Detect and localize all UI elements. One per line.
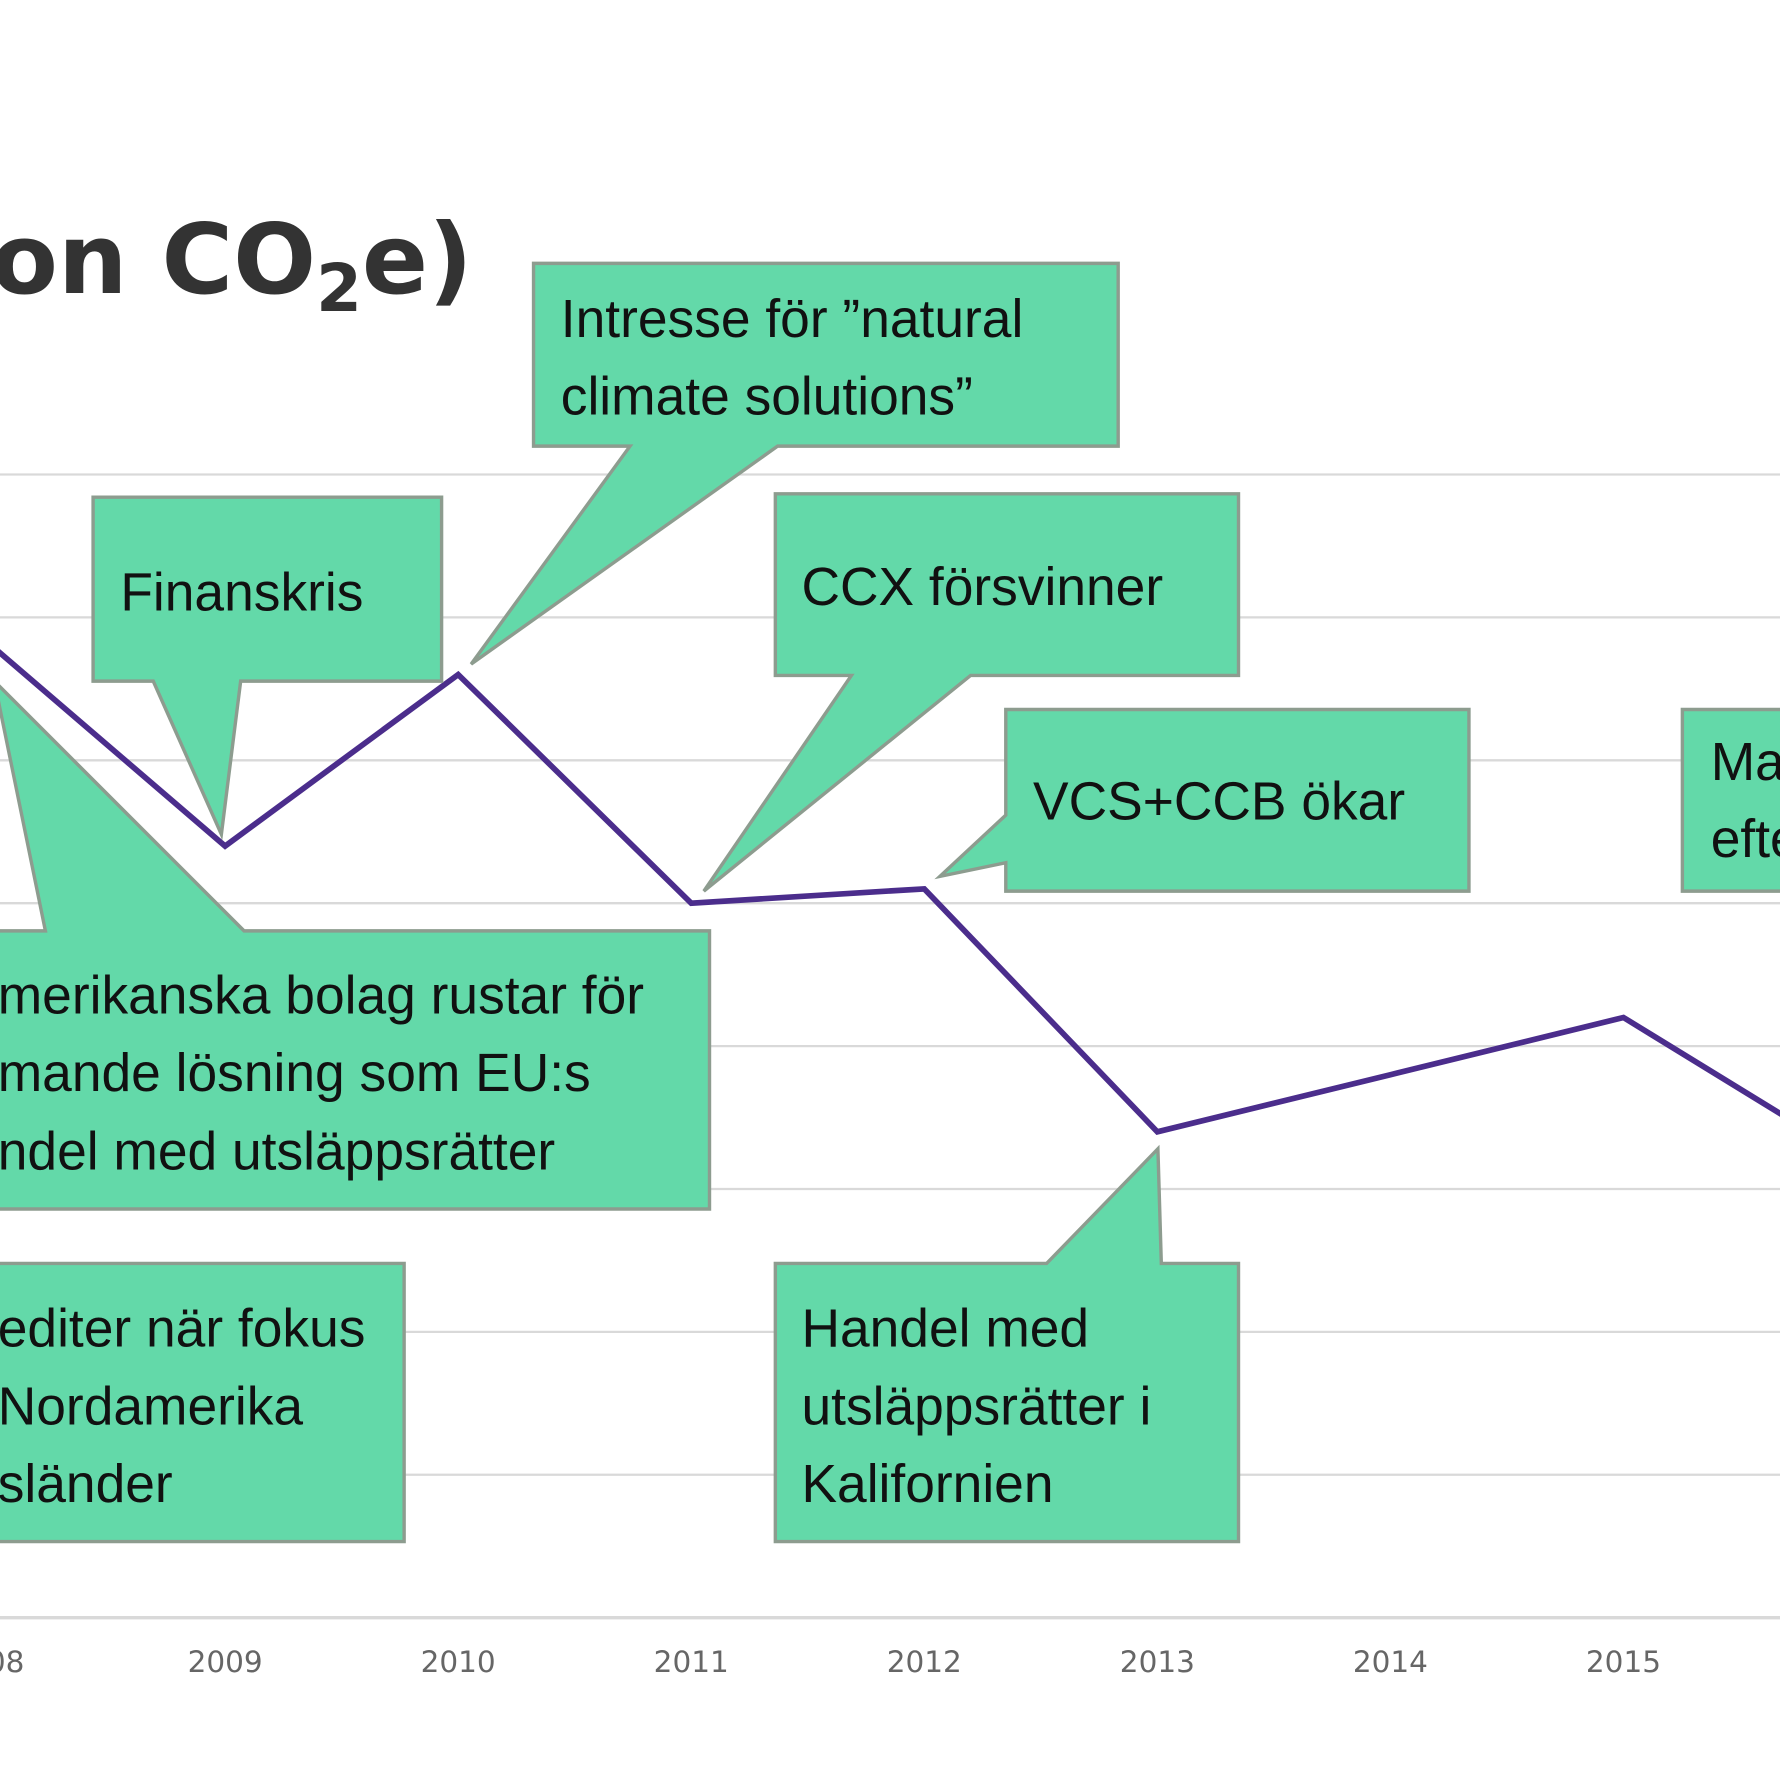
callout-text: Kalifornien [801, 1455, 1053, 1514]
callout-text: Ma [1711, 733, 1780, 792]
x-tick-label: 2015 [1586, 1645, 1661, 1679]
callout-box [0, 684, 712, 1211]
callout-text: Intresse för ”natural [561, 290, 1024, 349]
x-tick-label: 2013 [1120, 1645, 1195, 1679]
callout-text: Nordamerika [0, 1378, 303, 1437]
x-tick-label: 2010 [421, 1645, 496, 1679]
callout-text: climate solutions” [561, 367, 973, 426]
callout-box [0, 1261, 406, 1544]
callout-box [91, 495, 444, 841]
callout-text: efte [1711, 810, 1780, 869]
callout-box [469, 261, 1120, 666]
callout-text: editer när fokus [0, 1299, 365, 1358]
callout-text: CCX försvinner [801, 558, 1163, 617]
plot-area: 08 2009 2010 2011 2012 2013 2014 2015 [0, 473, 1780, 1679]
x-tick-label: 2014 [1353, 1645, 1428, 1679]
x-tick-label: 08 [0, 1645, 24, 1679]
callout-text: ndel med utsläppsrätter [0, 1122, 555, 1181]
title-suffix: e) [362, 203, 473, 317]
x-tick-label: 2009 [188, 1645, 263, 1679]
callout-text: sländer [0, 1455, 173, 1514]
callout-text: Handel med [801, 1299, 1089, 1358]
title-subscript: 2 [316, 250, 362, 327]
callout-text: utsläppsrätter i [801, 1378, 1151, 1437]
callout-text: VCS+CCB ökar [1033, 773, 1405, 832]
callout-box [1680, 707, 1780, 893]
callout-box [934, 707, 1471, 893]
x-tick-label: 2012 [887, 1645, 962, 1679]
x-tick-label: 2011 [654, 1645, 729, 1679]
callout-text: Finanskris [120, 564, 363, 623]
callout-text: merikanska bolag rustar för [0, 967, 644, 1026]
callouts: Intresse för ”natural climate solutions”… [0, 261, 1780, 1544]
callout-box [773, 1144, 1241, 1544]
chart-title: on CO2e) [0, 203, 473, 327]
callout-text: mande lösning som EU:s [0, 1044, 591, 1103]
title-text: on CO [0, 203, 316, 317]
callout-box [702, 492, 1241, 893]
data-line [0, 649, 1780, 1135]
